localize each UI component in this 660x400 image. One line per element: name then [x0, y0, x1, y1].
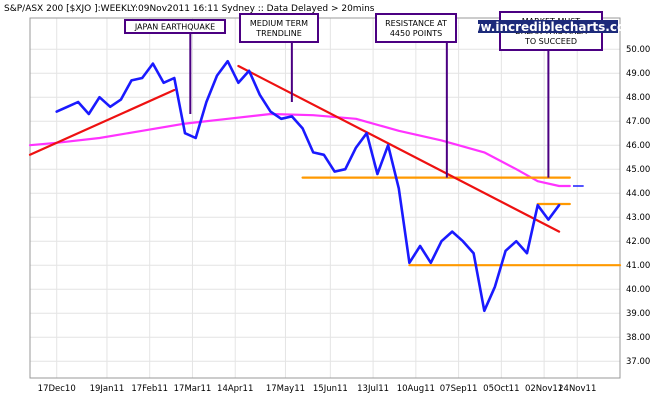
x-tick-label: 17Feb11	[131, 384, 168, 394]
y-tick-label: 43.00	[626, 213, 650, 223]
x-tick-label: 14Apr11	[217, 384, 253, 394]
y-tick-label: 50.00	[626, 45, 650, 55]
y-tick-label: 49.00	[626, 69, 650, 79]
plot-frame	[29, 17, 621, 379]
x-tick-label: 24Nov11	[558, 384, 596, 394]
y-tick-label: 47.00	[626, 117, 650, 127]
annotation-japan: JAPAN EARTHQUAKE	[124, 19, 226, 114]
x-tick-label: 05Oct11	[483, 384, 519, 394]
annotation-text: RESISTANCE AT	[385, 19, 447, 28]
y-tick-label: 39.00	[626, 309, 650, 319]
y-tick-label: 40.00	[626, 285, 650, 295]
x-tick-label: 17May11	[266, 384, 305, 394]
y-tick-label: 41.00	[626, 261, 650, 271]
x-tick-label: 19Jan11	[90, 384, 125, 394]
annotation-box	[375, 13, 457, 43]
y-tick-label: 42.00	[626, 237, 650, 247]
source-url: www.incrediblecharts.com	[458, 20, 637, 34]
annotation-text: TO SUCCEED	[524, 37, 577, 46]
x-tick-label: 13Jul11	[357, 384, 389, 394]
annotation-text: MEDIUM TERM	[250, 19, 308, 28]
grid	[30, 18, 620, 378]
y-tick-label: 46.00	[626, 141, 650, 151]
chart-title: S&P/ASX 200 [$XJO ]:WEEKLY:09Nov2011 16:…	[4, 4, 375, 14]
y-tick-label: 48.00	[626, 93, 650, 103]
series-moving-average	[28, 112, 571, 188]
y-tick-label: 37.00	[626, 357, 650, 367]
annotation-box	[239, 13, 319, 43]
annotation-box	[124, 19, 226, 34]
x-tick-label: 17Dec10	[38, 384, 76, 394]
x-axis: 17Dec10 19Jan11 17Feb11 17Mar11 14Apr11 17May…	[38, 384, 597, 394]
url-banner	[478, 20, 618, 33]
x-tick-label: 17Mar11	[174, 384, 212, 394]
y-axis: 37.00 38.00 39.00 40.00 41.00 42.00 43.00 44.00…	[626, 45, 650, 367]
annotation-text: TRENDLINE	[255, 29, 302, 38]
y-tick-label: 44.00	[626, 189, 650, 199]
x-tick-label: 15Jun11	[313, 384, 348, 394]
y-tick-label: 45.00	[626, 165, 650, 175]
series-price	[55, 59, 561, 313]
annotation-text: JAPAN EARTHQUAKE	[134, 23, 215, 32]
y-tick-label: 38.00	[626, 333, 650, 343]
x-tick-label: 02Nov11	[525, 384, 563, 394]
x-tick-label: 10Aug11	[397, 384, 435, 394]
annotation-text: 4450 POINTS	[390, 29, 442, 38]
x-tick-label: 07Sep11	[440, 384, 478, 394]
series-trendline-feb	[28, 88, 176, 156]
